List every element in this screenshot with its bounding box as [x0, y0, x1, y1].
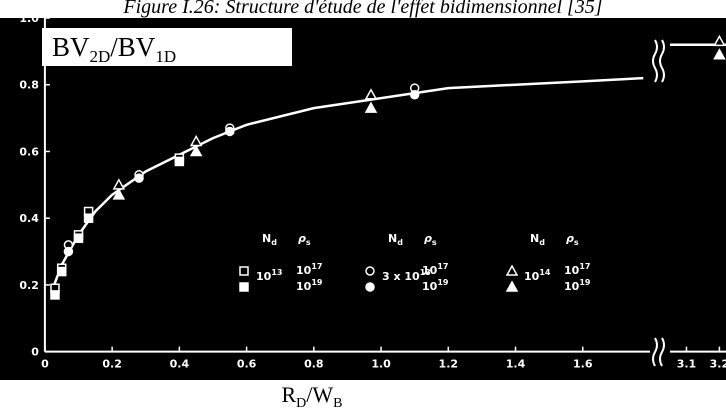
- legend-header-sub: d: [539, 238, 545, 247]
- legend-nd-base: 3 x 10: [382, 270, 420, 283]
- marker-triangle: [364, 88, 378, 100]
- legend-rho-exp: 19: [437, 278, 449, 287]
- marker-triangle: [364, 101, 378, 113]
- legend-header-nd: Nd: [262, 232, 277, 247]
- legend-rho-base: 10: [564, 264, 580, 277]
- legend-header-sub: d: [397, 238, 403, 247]
- marker-circle: [225, 126, 235, 137]
- marker-circle: [409, 89, 420, 100]
- x-axis-label: RD/WB: [281, 382, 342, 409]
- legend-rho-base: 10: [564, 280, 580, 293]
- legend-rho-base: 10: [422, 264, 438, 277]
- legend-header-sub: s: [306, 238, 311, 247]
- marker-triangle: [713, 48, 726, 60]
- marker-square: [50, 290, 60, 300]
- legend-rho-base: 10: [296, 264, 312, 277]
- y-tick-label: 0: [31, 346, 39, 359]
- legend-header-base: N: [388, 232, 397, 245]
- legend-header-sub: s: [432, 238, 437, 247]
- y-tick-label: 1.0: [19, 12, 39, 25]
- y-tick-label: 0.6: [19, 145, 39, 158]
- legend-nd-base: 10: [256, 270, 272, 283]
- x-tick-label: 1.4: [506, 358, 526, 371]
- x-label-box: [130, 380, 498, 409]
- marker-square: [239, 266, 249, 276]
- y-tick-label: 0.4: [19, 212, 39, 225]
- legend-header-base: ρ: [566, 232, 574, 245]
- legend-nd-exp: 14: [539, 268, 551, 277]
- x-tick-label: 1.6: [573, 358, 593, 371]
- legend-rho: 1019: [296, 278, 323, 293]
- legend-rho: 1017: [422, 262, 448, 277]
- legend-nd: 3 x 1013: [382, 268, 431, 283]
- legend-header-nd: Nd: [530, 232, 545, 247]
- x-tick-label: 1.0: [371, 358, 391, 371]
- x-tick-label: 1.2: [439, 358, 459, 371]
- chart-title: Figure I.26: Structure d'étude de l'effe…: [122, 0, 602, 18]
- legend-rho-base: 10: [422, 280, 438, 293]
- marker-square: [174, 156, 185, 167]
- legend-rho: 1017: [564, 262, 590, 277]
- legend-nd: 1013: [256, 268, 282, 283]
- legend-rho: 1017: [296, 262, 322, 277]
- legend-rho-exp: 17: [579, 262, 590, 271]
- x-tick-label: 3.2: [710, 358, 726, 371]
- legend-rho-exp: 19: [311, 278, 323, 287]
- legend-nd-base: 10: [524, 270, 540, 283]
- marker-circle: [365, 266, 375, 276]
- legend-header-sub: s: [574, 238, 579, 247]
- marker-triangle: [505, 264, 519, 276]
- x-tick-label: 0.2: [102, 358, 122, 371]
- axis-break: [652, 337, 665, 367]
- legend-rho-exp: 17: [437, 262, 448, 271]
- x-tick-label: 3.1: [677, 358, 697, 371]
- legend-header-base: ρ: [424, 232, 432, 245]
- marker-circle: [134, 173, 144, 183]
- marker-triangle: [713, 34, 726, 47]
- x-tick-label: 0.4: [170, 358, 190, 371]
- legend-header-nd: Nd: [388, 232, 403, 247]
- marker-square: [73, 233, 84, 243]
- legend-nd-exp: 13: [271, 268, 282, 277]
- y-tick-label: 0.2: [19, 279, 39, 292]
- legend-header-base: N: [530, 232, 539, 245]
- y-label-box: [42, 28, 292, 66]
- x-tick-label: 0.6: [237, 358, 257, 371]
- marker-triangle: [505, 280, 519, 292]
- y-tick-label: 0.8: [19, 79, 39, 92]
- legend-rho-exp: 17: [311, 262, 322, 271]
- legend-header-base: ρ: [298, 232, 306, 245]
- legend-nd: 1014: [524, 268, 551, 283]
- x-tick-label: 0: [41, 358, 49, 371]
- legend-header-rho: ρs: [424, 232, 437, 247]
- legend-header-rho: ρs: [298, 232, 311, 247]
- marker-triangle: [189, 144, 203, 157]
- marker-circle: [63, 246, 74, 257]
- x-tick-label: 0.8: [304, 358, 324, 371]
- marker-circle: [365, 282, 375, 292]
- marker-square: [239, 282, 249, 292]
- marker-triangle: [112, 188, 126, 200]
- marker-square: [83, 213, 94, 223]
- curve-break: [652, 39, 665, 83]
- legend-nd-exp: 13: [420, 268, 431, 277]
- legend-header-rho: ρs: [566, 232, 579, 247]
- marker-square: [56, 266, 67, 277]
- legend-header-sub: d: [271, 238, 277, 247]
- legend-header-base: N: [262, 232, 271, 245]
- legend-rho: 1019: [564, 278, 591, 293]
- legend-rho: 1019: [422, 278, 449, 293]
- y-axis-label: BV2D/BV1D: [52, 32, 176, 66]
- legend-rho-exp: 19: [579, 278, 591, 287]
- legend-rho-base: 10: [296, 280, 312, 293]
